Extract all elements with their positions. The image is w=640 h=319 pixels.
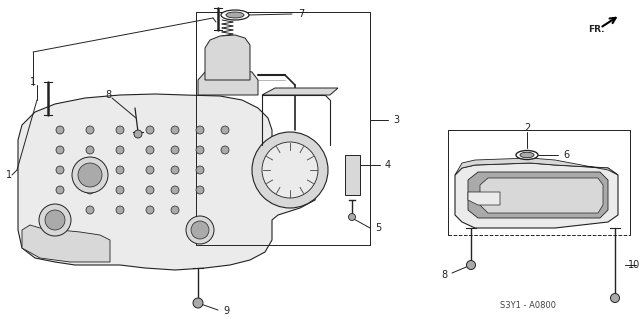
- Text: 5: 5: [375, 223, 381, 233]
- Circle shape: [146, 166, 154, 174]
- Circle shape: [116, 146, 124, 154]
- Text: FR.: FR.: [588, 26, 605, 34]
- Circle shape: [221, 146, 229, 154]
- Circle shape: [56, 206, 64, 214]
- Ellipse shape: [520, 152, 534, 158]
- Circle shape: [86, 146, 94, 154]
- Circle shape: [196, 186, 204, 194]
- Polygon shape: [480, 178, 603, 213]
- Ellipse shape: [226, 12, 244, 18]
- Text: 2: 2: [524, 123, 530, 133]
- Circle shape: [78, 163, 102, 187]
- Circle shape: [196, 146, 204, 154]
- Polygon shape: [18, 94, 318, 270]
- Text: 4: 4: [385, 160, 391, 170]
- Text: 8: 8: [105, 90, 111, 100]
- Circle shape: [146, 186, 154, 194]
- Circle shape: [116, 126, 124, 134]
- Polygon shape: [22, 225, 110, 262]
- Polygon shape: [455, 163, 618, 228]
- Circle shape: [611, 293, 620, 302]
- Circle shape: [116, 206, 124, 214]
- Circle shape: [56, 166, 64, 174]
- Polygon shape: [262, 88, 338, 95]
- Polygon shape: [345, 155, 360, 195]
- Circle shape: [186, 216, 214, 244]
- Circle shape: [146, 206, 154, 214]
- Circle shape: [193, 298, 203, 308]
- Circle shape: [171, 166, 179, 174]
- Circle shape: [56, 186, 64, 194]
- Circle shape: [56, 146, 64, 154]
- Text: 8: 8: [442, 270, 448, 280]
- Circle shape: [196, 126, 204, 134]
- Polygon shape: [468, 172, 608, 218]
- Text: 1: 1: [6, 170, 12, 180]
- Circle shape: [86, 206, 94, 214]
- Circle shape: [146, 146, 154, 154]
- Ellipse shape: [516, 151, 538, 160]
- Circle shape: [72, 157, 108, 193]
- Text: 7: 7: [298, 9, 304, 19]
- Circle shape: [116, 186, 124, 194]
- Text: 10: 10: [628, 260, 640, 270]
- Circle shape: [56, 126, 64, 134]
- Polygon shape: [205, 35, 250, 80]
- Circle shape: [171, 206, 179, 214]
- Circle shape: [252, 132, 328, 208]
- Text: 9: 9: [223, 306, 229, 316]
- Circle shape: [86, 166, 94, 174]
- Text: S3Y1 - A0800: S3Y1 - A0800: [500, 300, 556, 309]
- Text: 3: 3: [393, 115, 399, 125]
- Polygon shape: [468, 192, 500, 205]
- Circle shape: [196, 166, 204, 174]
- Circle shape: [146, 126, 154, 134]
- Polygon shape: [455, 158, 618, 175]
- Circle shape: [349, 213, 355, 220]
- Text: 1: 1: [30, 77, 36, 87]
- Circle shape: [171, 146, 179, 154]
- Circle shape: [221, 126, 229, 134]
- Text: 6: 6: [563, 150, 569, 160]
- Ellipse shape: [221, 10, 249, 20]
- Circle shape: [134, 130, 142, 138]
- Circle shape: [86, 186, 94, 194]
- Polygon shape: [198, 68, 258, 95]
- Circle shape: [191, 221, 209, 239]
- Circle shape: [467, 261, 476, 270]
- Circle shape: [86, 126, 94, 134]
- Circle shape: [171, 186, 179, 194]
- Circle shape: [171, 126, 179, 134]
- Circle shape: [45, 210, 65, 230]
- Circle shape: [262, 142, 318, 198]
- Circle shape: [116, 166, 124, 174]
- Circle shape: [39, 204, 71, 236]
